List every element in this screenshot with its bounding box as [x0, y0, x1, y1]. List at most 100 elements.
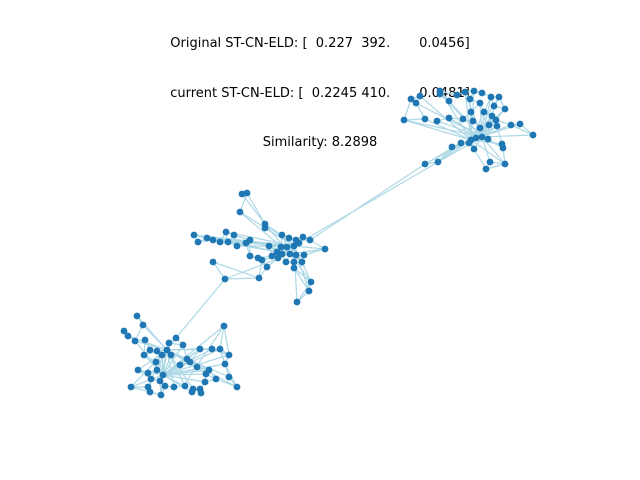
graph-node	[134, 366, 142, 374]
graph-node	[290, 258, 298, 266]
graph-node	[516, 120, 524, 128]
graph-node	[133, 312, 141, 320]
graph-edge	[479, 102, 483, 138]
graph-node	[436, 90, 444, 98]
graph-node	[209, 236, 217, 244]
graph-node	[265, 242, 273, 250]
graph-node	[233, 383, 241, 391]
graph-node	[501, 160, 509, 168]
graph-edge	[301, 261, 312, 283]
graph-node	[292, 251, 300, 259]
graph-node	[146, 388, 154, 396]
graph-node	[146, 346, 154, 354]
graph-edge	[219, 325, 225, 350]
graph-edge	[162, 373, 207, 376]
graph-edge	[134, 340, 168, 351]
graph-node	[190, 231, 198, 239]
graph-node	[254, 254, 262, 262]
figure-title: Original ST-CN-ELD: [ 0.227 392. 0.0456]…	[0, 3, 640, 185]
graph-node	[480, 108, 488, 116]
graph-node	[495, 93, 503, 101]
graph-node	[470, 145, 478, 153]
graph-node	[193, 363, 201, 371]
graph-node	[230, 231, 238, 239]
graph-node	[220, 322, 228, 330]
graph-node	[501, 105, 509, 113]
graph-edge	[241, 193, 266, 225]
graph-node	[188, 388, 196, 396]
graph-node	[186, 358, 194, 366]
graph-node	[181, 382, 189, 390]
graph-node	[216, 238, 224, 246]
graph-node	[274, 254, 282, 262]
graph-node	[277, 243, 285, 251]
graph-node	[246, 236, 254, 244]
graph-node	[127, 383, 135, 391]
graph-node	[305, 287, 313, 295]
graph-edge	[162, 354, 172, 376]
graph-node	[466, 95, 474, 103]
graph-edge	[293, 267, 310, 292]
graph-node	[197, 389, 205, 397]
graph-node	[484, 135, 492, 143]
graph-node	[478, 89, 486, 97]
graph-node	[221, 360, 229, 368]
graph-node	[156, 377, 164, 385]
graph-node	[459, 115, 467, 123]
graph-node	[433, 117, 441, 125]
graph-node	[434, 158, 442, 166]
graph-edge	[303, 248, 326, 256]
graph-node	[445, 97, 453, 105]
graph-node	[161, 382, 169, 390]
graph-edge	[212, 261, 260, 279]
title-line-similarity: Similarity: 8.2898	[262, 135, 378, 150]
graph-node	[492, 116, 500, 124]
graph-node	[236, 208, 244, 216]
graph-node	[476, 99, 484, 107]
graph-node	[194, 238, 202, 246]
graph-node	[165, 339, 173, 347]
graph-node	[421, 160, 429, 168]
graph-edge	[419, 95, 472, 141]
graph-edge	[424, 118, 472, 141]
graph-node	[153, 366, 161, 374]
graph-edge	[162, 374, 193, 393]
graph-node	[299, 233, 307, 241]
graph-node	[233, 242, 241, 250]
graph-node	[268, 252, 276, 260]
graph-edge	[309, 163, 426, 241]
graph-node	[163, 346, 171, 354]
graph-edge	[403, 119, 472, 141]
graph-node	[131, 337, 139, 345]
graph-node	[448, 143, 456, 151]
graph-node	[286, 250, 294, 258]
graph-node	[293, 298, 301, 306]
graph-node	[490, 102, 498, 110]
graph-node	[482, 165, 490, 173]
graph-node	[179, 341, 187, 349]
graph-node	[216, 345, 224, 353]
graph-node	[203, 234, 211, 242]
graph-node	[196, 345, 204, 353]
graph-edge	[246, 192, 266, 225]
graph-node	[221, 275, 229, 283]
graph-node	[255, 274, 263, 282]
graph-node	[476, 124, 484, 132]
graph-edge	[223, 325, 230, 356]
graph-node	[461, 88, 469, 96]
graph-edge	[212, 261, 226, 280]
graph-node	[467, 108, 475, 116]
graph-edge	[175, 278, 226, 339]
graph-node	[486, 158, 494, 166]
graph-node	[453, 91, 461, 99]
graph-edge	[470, 96, 492, 141]
graph-edge	[183, 325, 225, 386]
graph-node	[298, 258, 306, 266]
graph-edge	[293, 245, 326, 250]
graph-edge	[470, 139, 506, 165]
graph-node	[300, 251, 308, 259]
graph-node	[176, 361, 184, 369]
graph-node	[201, 378, 209, 386]
